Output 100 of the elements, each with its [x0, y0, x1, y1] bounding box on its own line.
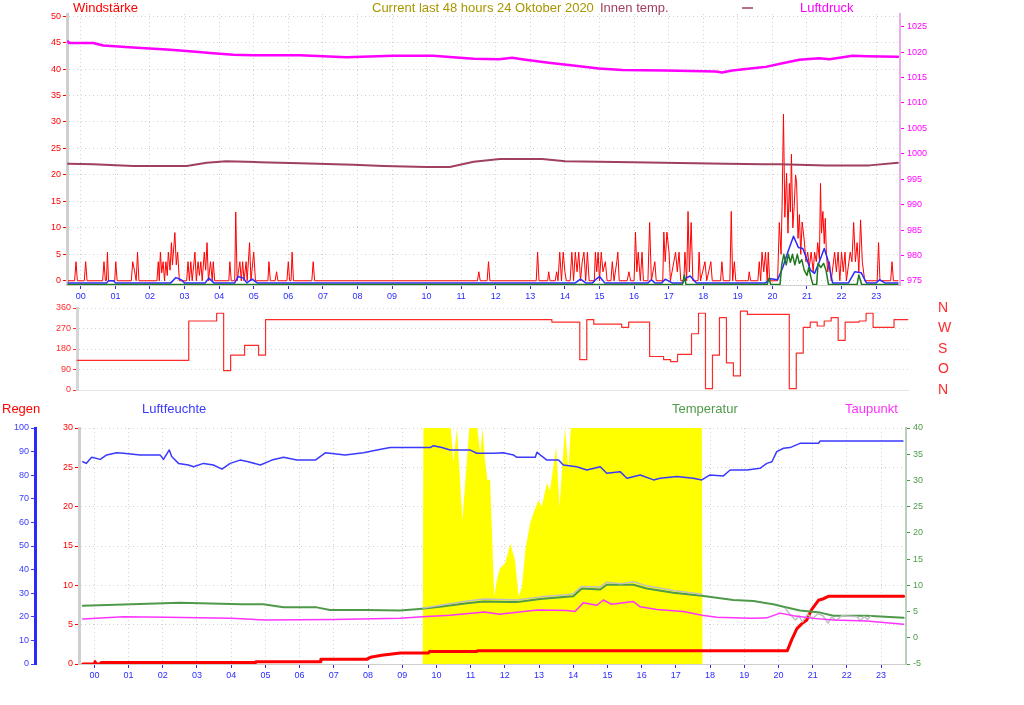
- x-tick-label: 18: [705, 669, 716, 680]
- text: W: [938, 319, 952, 336]
- y-tick-label: 50: [50, 10, 61, 21]
- x-tick-label: 14: [559, 290, 570, 301]
- x-tick-label: 08: [352, 290, 363, 301]
- y-tick-label: 25: [50, 142, 61, 153]
- x-tick-label: 23: [876, 669, 887, 680]
- y-tick-label: 0: [67, 658, 73, 669]
- y2-tick-label: 15: [913, 553, 924, 564]
- y3-tick-label: 60: [18, 516, 29, 527]
- x-tick-label: 04: [214, 290, 225, 301]
- x-tick-label: 05: [248, 290, 259, 301]
- x-tick-label: 13: [534, 669, 545, 680]
- y-tick-label: 20: [50, 169, 61, 180]
- y2-tick-label: 1025: [907, 21, 928, 32]
- text: Taupunkt: [845, 400, 899, 416]
- x-tick-label: 15: [594, 290, 605, 301]
- x-tick-label: 06: [294, 669, 305, 680]
- x-tick-label: 02: [157, 669, 168, 680]
- y-tick-label: 0: [65, 384, 71, 395]
- x-tick-label: 09: [387, 290, 398, 301]
- y-tick-label: 360: [55, 302, 71, 313]
- y2-tick-label: 1015: [907, 72, 928, 83]
- x-tick-label: 08: [363, 669, 374, 680]
- x-tick-label: 13: [525, 290, 536, 301]
- x-tick-label: 12: [499, 669, 510, 680]
- x-tick-label: 14: [568, 669, 579, 680]
- x-tick-label: 03: [191, 669, 202, 680]
- x-tick-label: 10: [421, 290, 432, 301]
- y-tick-label: 5: [55, 248, 61, 259]
- y2-tick-label: 5: [913, 606, 919, 617]
- y2-tick-label: 985: [907, 224, 923, 235]
- text: Regen: [2, 400, 41, 416]
- x-tick-label: 22: [836, 290, 847, 301]
- text: O: [938, 360, 949, 377]
- x-tick-label: 23: [871, 290, 882, 301]
- y-tick-label: 10: [50, 222, 61, 233]
- y3-tick-label: 50: [18, 540, 29, 551]
- x-tick-label: 01: [110, 290, 121, 301]
- y2-tick-label: 40: [913, 422, 924, 433]
- x-tick-label: 07: [317, 290, 328, 301]
- x-tick-label: 15: [602, 669, 613, 680]
- x-tick-label: 18: [698, 290, 709, 301]
- y2-tick-label: 20: [913, 527, 924, 538]
- y-tick-label: 0: [55, 275, 61, 286]
- x-tick-label: 16: [636, 669, 647, 680]
- chart-title: Current last 48 hours 24 Oktober 2020: [372, 0, 594, 15]
- y2-tick-label: 1020: [907, 46, 928, 57]
- y2-tick-label: 30: [913, 474, 924, 485]
- y-tick-label: 20: [62, 501, 73, 512]
- text: N: [938, 298, 949, 315]
- text: Luftfeuchte: [142, 400, 207, 416]
- x-tick-label: 21: [801, 290, 812, 301]
- y-tick-label: 180: [55, 343, 71, 354]
- y3-tick-label: 100: [13, 422, 29, 433]
- y3-tick-label: 10: [18, 634, 29, 645]
- y3-tick-label: 40: [18, 564, 29, 575]
- y-tick-label: 15: [50, 195, 61, 206]
- x-tick-label: 19: [739, 669, 750, 680]
- y-tick-label: 30: [62, 422, 73, 433]
- text: Luftdruck: [800, 0, 854, 15]
- x-tick-label: 22: [841, 669, 852, 680]
- text: N: [938, 380, 949, 397]
- y2-tick-label: 1005: [907, 122, 928, 133]
- y2-tick-label: -5: [913, 658, 922, 669]
- x-tick-label: 11: [465, 669, 476, 680]
- y3-tick-label: 80: [18, 469, 29, 480]
- y3-tick-label: 30: [18, 587, 29, 598]
- y-tick-label: 270: [55, 322, 71, 333]
- y-tick-label: 30: [50, 116, 61, 127]
- x-tick-label: 01: [123, 669, 134, 680]
- y-tick-label: 15: [62, 540, 73, 551]
- y2-tick-label: 25: [913, 501, 924, 512]
- x-tick-label: 04: [226, 669, 237, 680]
- y2-tick-label: 0: [913, 632, 919, 643]
- x-tick-label: 06: [283, 290, 294, 301]
- x-tick-label: 02: [144, 290, 155, 301]
- x-tick-label: 16: [629, 290, 640, 301]
- x-tick-label: 20: [773, 669, 784, 680]
- x-tick-label: 17: [663, 290, 674, 301]
- y-tick-label: 5: [67, 619, 73, 630]
- y-tick-label: 45: [50, 37, 61, 48]
- y2-tick-label: 35: [913, 448, 924, 459]
- x-tick-label: 10: [431, 669, 442, 680]
- y2-tick-label: 995: [907, 173, 923, 184]
- x-tick-label: 21: [807, 669, 818, 680]
- text: Temperatur: [672, 400, 739, 416]
- y-tick-label: 40: [50, 63, 61, 74]
- y2-tick-label: 980: [907, 249, 923, 260]
- y2-tick-label: 1000: [907, 148, 928, 159]
- x-tick-label: 03: [179, 290, 190, 301]
- y2-tick-label: 1010: [907, 97, 928, 108]
- x-tick-label: 09: [397, 669, 408, 680]
- x-tick-label: 00: [89, 669, 100, 680]
- x-tick-label: 07: [328, 669, 339, 680]
- text: Innen temp.: [600, 0, 669, 15]
- text: S: [938, 339, 948, 356]
- x-tick-label: 20: [767, 290, 778, 301]
- x-tick-label: 19: [732, 290, 743, 301]
- y3-tick-label: 70: [18, 493, 29, 504]
